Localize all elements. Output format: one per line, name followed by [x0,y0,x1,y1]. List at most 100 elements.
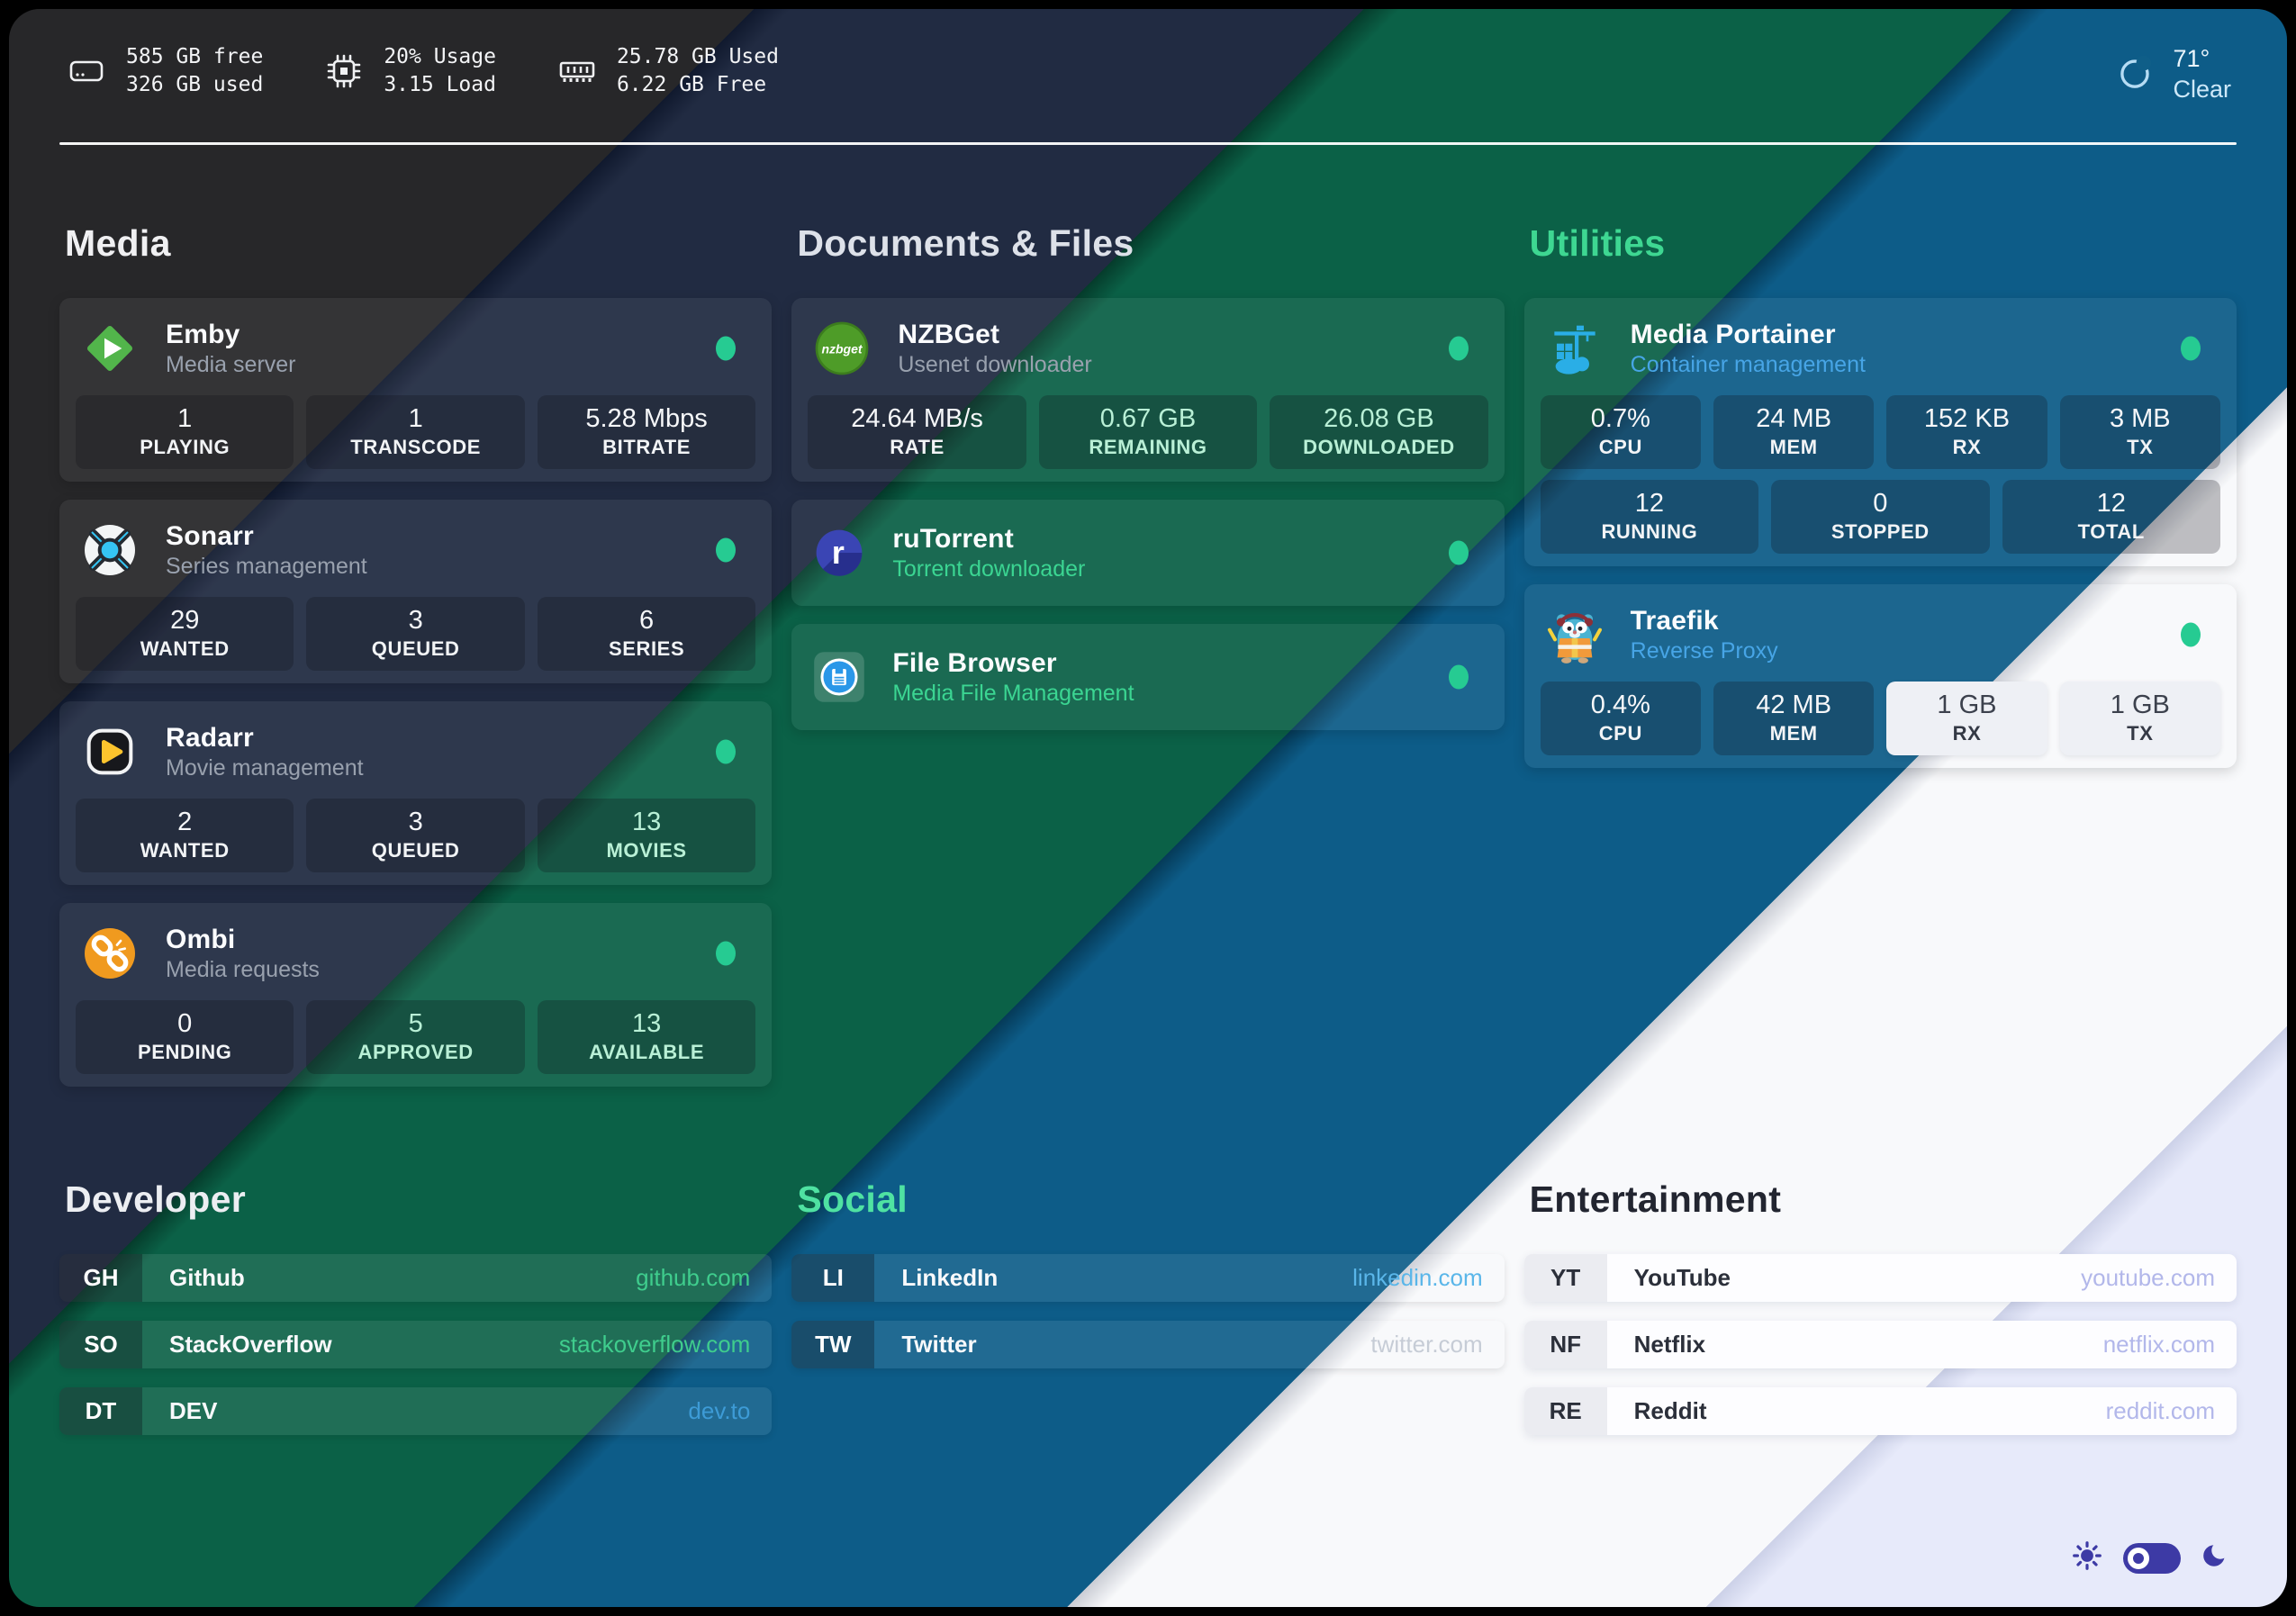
system-stats: 585 GB free 326 GB used 20% Us [65,43,779,99]
app-title: ruTorrent [892,524,1014,554]
stat-rx: 1 GB RX [1886,682,2047,755]
ombi-icon [81,925,139,982]
link-name: Twitter [901,1331,977,1358]
disk-status: 585 GB free 326 GB used [65,43,263,99]
stat-available: 13 AVAILABLE [537,1000,756,1074]
ram-free-text: 6.22 GB Free [616,73,767,96]
weather-widget: 71° Clear [2113,43,2231,104]
stat-queued: 3 QUEUED [306,597,525,671]
stat-cpu: 0.4% CPU [1540,682,1701,755]
link-row-youtube[interactable]: YT YouTube youtube.com [1523,1254,2237,1302]
section-title-documents: Documents & Files [797,222,1134,264]
section-entertainment: Entertainment YT YouTube youtube.com NF … [1523,1177,2237,1454]
section-social: Social LI LinkedIn linkedin.com TW Twitt… [791,1177,1505,1387]
filebrowser-icon [813,651,865,703]
link-name: YouTube [1633,1264,1731,1291]
link-url: stackoverflow.com [558,1331,751,1358]
link-name: Reddit [1633,1397,1707,1424]
link-code: SO [59,1321,142,1368]
status-dot [716,941,737,966]
app-title: Ombi [166,925,236,954]
link-code: RE [1523,1387,1607,1435]
link-code: TW [791,1321,875,1368]
link-row-linkedin[interactable]: LI LinkedIn linkedin.com [791,1254,1505,1302]
app-subtitle: Torrent downloader [892,556,1086,582]
weather-condition: Clear [2173,76,2231,103]
theme-toggle[interactable] [2123,1542,2181,1574]
section-title-media: Media [65,222,171,264]
status-dot [716,739,737,764]
stat-remaining: 0.67 GB REMAINING [1038,395,1258,469]
link-row-twitter[interactable]: TW Twitter twitter.com [791,1321,1505,1368]
theme-toggle-knob[interactable] [2128,1547,2149,1569]
cpu-status: 20% Usage 3.15 Load [322,43,496,99]
stat-downloaded: 26.08 GB DOWNLOADED [1270,395,1488,469]
link-name: StackOverflow [169,1331,332,1358]
nzbget-icon: nzbget [813,320,871,377]
link-url: netflix.com [2102,1331,2215,1358]
stat-tx: 1 GB TX [2059,682,2220,755]
disk-used-text: 326 GB used [126,73,264,96]
stat-playing: 1 PLAYING [76,395,294,469]
stat-rate: 24.64 MB/s RATE [808,395,1026,469]
section-utilities: Utilities [1523,221,2237,768]
link-row-github[interactable]: GH Github github.com [59,1254,773,1302]
stat-queued: 3 QUEUED [306,799,525,872]
link-url: reddit.com [2105,1397,2215,1424]
app-card-ombi[interactable]: Ombi Media requests 0 PENDING 5 APPROVED 1… [59,903,773,1087]
app-card-traefik[interactable]: Traefik Reverse Proxy 0.4% CPU 42 MB MEM 1… [1523,584,2237,768]
link-row-stackoverflow[interactable]: SO StackOverflow stackoverflow.com [59,1321,773,1368]
weather-temperature: 71° [2173,45,2210,72]
link-name: DEV [169,1397,218,1424]
status-dot [1448,540,1469,565]
app-subtitle: Movie management [166,755,364,781]
theme-controls [2071,1539,2229,1576]
svg-text:nzbget: nzbget [822,341,863,356]
status-dot [2180,622,2201,647]
app-card-rutorrent[interactable]: r ruTorrent Torrent downloader [791,500,1505,606]
link-code: YT [1523,1254,1607,1302]
app-card-radarr[interactable]: Radarr Movie management 2 WANTED 3 QUEUED … [59,701,773,885]
app-subtitle: Media requests [166,957,320,982]
link-name: Netflix [1633,1331,1706,1358]
moon-icon[interactable] [2201,1541,2229,1575]
moon-weather-icon [2113,50,2158,99]
app-card-filebrowser[interactable]: File Browser Media File Management [791,624,1505,730]
link-url: linkedin.com [1352,1264,1483,1291]
link-code: NF [1523,1321,1607,1368]
sonarr-icon [81,521,139,579]
status-dot [716,336,737,361]
app-subtitle: Media File Management [892,681,1134,706]
app-card-nzbget[interactable]: nzbget NZBGet Usenet downloader 24.64 MB… [791,298,1505,482]
stat-wanted: 29 WANTED [76,597,294,671]
stat-stopped: 0 STOPPED [1771,480,1990,554]
status-dot [1448,664,1469,690]
link-url: github.com [636,1264,751,1291]
stat-mem: 42 MB MEM [1713,682,1875,755]
app-card-sonarr[interactable]: Sonarr Series management 29 WANTED 3 QUEUE… [59,500,773,683]
app-title: Emby [166,320,240,349]
stat-series: 6 SERIES [537,597,756,671]
links-grid: Developer GH Github github.com SO StackO… [9,1177,2287,1454]
app-title: Sonarr [166,521,254,551]
section-developer: Developer GH Github github.com SO StackO… [59,1177,773,1454]
stat-movies: 13 MOVIES [537,799,756,872]
ram-icon [556,50,599,93]
app-subtitle: Reverse Proxy [1630,638,1778,664]
emby-icon [81,320,139,377]
stat-bitrate: 5.28 Mbps BITRATE [537,395,756,469]
ram-used-text: 25.78 GB Used [616,45,779,68]
link-name: LinkedIn [901,1264,999,1291]
stat-total: 12 TOTAL [2002,480,2220,554]
app-title: NZBGet [898,320,1000,349]
section-documents: Documents & Files nzbget NZBGet [791,221,1505,730]
status-bar: 585 GB free 326 GB used 20% Us [9,9,2287,110]
app-card-emby[interactable]: Emby Media server 1 PLAYING 1 TRANSCODE 5.… [59,298,773,482]
section-title-social: Social [797,1178,908,1220]
link-row-reddit[interactable]: RE Reddit reddit.com [1523,1387,2237,1435]
app-card-portainer[interactable]: Media Portainer Container management 0.7… [1523,298,2237,566]
sun-icon[interactable] [2071,1539,2103,1576]
link-row-netflix[interactable]: NF Netflix netflix.com [1523,1321,2237,1368]
link-row-dev[interactable]: DT DEV dev.to [59,1387,773,1435]
